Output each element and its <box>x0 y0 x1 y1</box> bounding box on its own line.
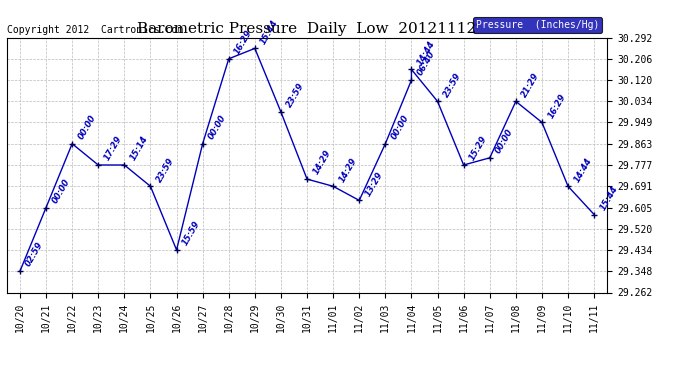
Text: 00:00: 00:00 <box>390 113 411 141</box>
Text: 00:00: 00:00 <box>50 177 72 205</box>
Text: 23:59: 23:59 <box>442 71 463 99</box>
Text: 00:00: 00:00 <box>494 127 515 155</box>
Legend: Pressure  (Inches/Hg): Pressure (Inches/Hg) <box>473 17 602 33</box>
Text: 16:29: 16:29 <box>233 28 254 56</box>
Text: 06:40: 06:40 <box>415 50 437 77</box>
Text: 15:14: 15:14 <box>128 135 150 162</box>
Text: 17:29: 17:29 <box>102 135 124 162</box>
Text: 15:29: 15:29 <box>468 135 489 162</box>
Text: 14:29: 14:29 <box>337 156 359 183</box>
Text: 13:29: 13:29 <box>364 170 384 198</box>
Text: 14:29: 14:29 <box>311 148 333 176</box>
Text: 21:29: 21:29 <box>520 71 541 99</box>
Text: 16:29: 16:29 <box>546 92 567 120</box>
Text: 00:00: 00:00 <box>77 113 97 141</box>
Text: 14:44: 14:44 <box>415 39 437 67</box>
Text: 23:59: 23:59 <box>155 156 176 183</box>
Text: 23:59: 23:59 <box>285 81 306 109</box>
Text: 02:59: 02:59 <box>24 241 46 268</box>
Text: 15:59: 15:59 <box>181 219 202 247</box>
Text: 14:44: 14:44 <box>572 156 593 183</box>
Text: Copyright 2012  Cartronics.com: Copyright 2012 Cartronics.com <box>7 25 183 35</box>
Text: 15:44: 15:44 <box>259 18 280 46</box>
Title: Barometric Pressure  Daily  Low  20121112: Barometric Pressure Daily Low 20121112 <box>137 22 477 36</box>
Text: 00:00: 00:00 <box>207 113 228 141</box>
Text: 15:44: 15:44 <box>598 184 620 212</box>
